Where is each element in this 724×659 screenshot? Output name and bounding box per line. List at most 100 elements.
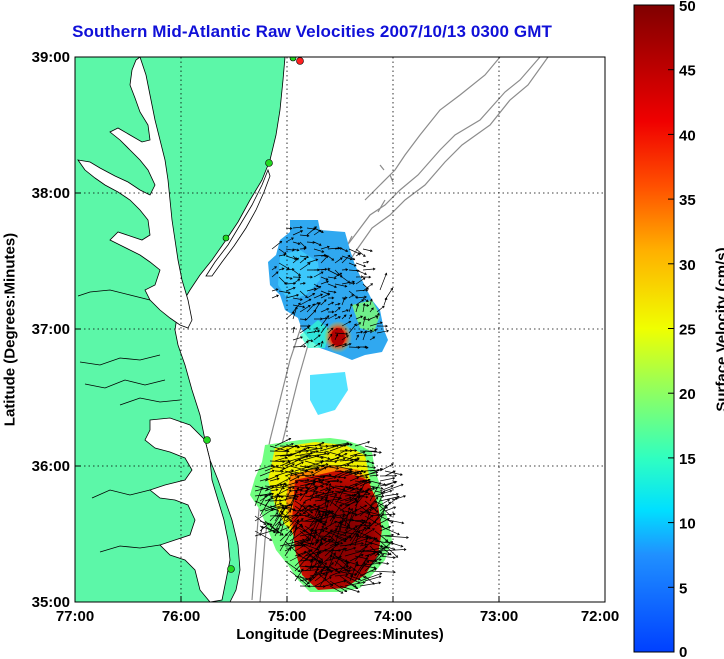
velocity-vector [334, 525, 357, 531]
velocity-vector [349, 487, 360, 492]
colorbar-tick-labels: 50 45 40 35 30 25 20 15 10 5 0 [679, 0, 696, 659]
velocity-vector [306, 309, 317, 320]
velocity-vector [384, 470, 396, 477]
velocity-vector [327, 296, 335, 300]
velocity-vector [299, 585, 326, 588]
x-axis-label: Longitude (Degrees:Minutes) [236, 626, 444, 643]
velocity-vector [374, 541, 394, 557]
velocity-vector [359, 572, 383, 582]
velocity-vector [329, 535, 352, 547]
velocity-vector [334, 457, 346, 462]
velocity-vector [313, 326, 318, 334]
velocity-vector [327, 314, 338, 320]
velocity-vector [269, 511, 279, 522]
velocity-vector [327, 343, 335, 348]
velocity-vector [313, 293, 324, 299]
velocity-vector [355, 269, 368, 276]
velocity-vector [319, 463, 329, 467]
velocity-vector [269, 477, 280, 482]
velocity-vector [319, 455, 331, 460]
velocity-vector [285, 237, 294, 243]
velocity-vector [349, 457, 360, 462]
velocity-vector [299, 234, 310, 238]
velocity-vector [284, 560, 301, 573]
velocity-vector [354, 475, 369, 479]
velocity-vector [354, 495, 369, 499]
velocity-vector [319, 510, 335, 515]
velocity-vector [313, 342, 321, 348]
velocity-vector [339, 470, 353, 477]
velocity-vector [341, 248, 349, 252]
velocity-vector [354, 561, 366, 582]
velocity-vector [278, 267, 285, 271]
velocity-vector [259, 525, 264, 537]
velocity-vector [355, 252, 362, 257]
velocity-vector [362, 267, 376, 271]
velocity-vector [285, 276, 293, 280]
velocity-vector [349, 476, 360, 482]
velocity-vector [294, 500, 314, 514]
velocity-vector [355, 322, 362, 327]
velocity-vector [355, 295, 367, 299]
velocity-vector [324, 486, 336, 492]
velocity-vector [294, 553, 312, 572]
velocity-vector [362, 318, 371, 322]
velocity-vector [299, 479, 316, 502]
velocity-vector [374, 490, 386, 512]
velocity-vector [289, 448, 307, 457]
velocity-vector [309, 558, 314, 572]
velocity-vector [362, 346, 369, 349]
velocity-vector [299, 503, 317, 517]
station-marker [296, 57, 304, 65]
grid-lines [75, 57, 605, 602]
velocity-vector [344, 484, 358, 492]
velocity-vector [362, 329, 373, 334]
velocity-vector [320, 293, 331, 299]
velocity-vector [327, 301, 335, 306]
velocity-vector [284, 458, 302, 467]
velocity-vector [279, 507, 286, 522]
velocity-vector [334, 573, 349, 577]
velocity-vector [274, 493, 279, 507]
velocity-vector [359, 480, 372, 487]
y-tick-labels: 39:00 38:00 37:00 36:00 35:00 [32, 49, 70, 611]
velocity-vector [320, 299, 327, 306]
velocity-vector [369, 551, 383, 567]
velocity-vector [319, 521, 338, 532]
velocity-vector [304, 570, 323, 587]
velocity-vector [376, 329, 390, 334]
velocity-vector [329, 500, 345, 513]
velocity-vector [341, 342, 352, 348]
velocity-vector [376, 324, 388, 328]
velocity-vector [379, 515, 394, 524]
velocity-vector [279, 495, 299, 502]
velocity-vector [329, 565, 349, 572]
velocity-vector [292, 297, 303, 301]
velocity-vector [274, 469, 295, 477]
velocity-vector [334, 307, 341, 313]
velocity-vector [339, 496, 352, 502]
velocity-vector [374, 517, 390, 527]
colorbar-tick-label: 35 [679, 192, 696, 209]
velocity-vector [324, 465, 340, 470]
velocity-vector [278, 262, 290, 270]
colorbar [633, 4, 675, 653]
velocity-vector [294, 478, 310, 482]
velocity-vector [313, 229, 322, 236]
velocity-vector [306, 303, 315, 313]
velocity-vector [279, 461, 291, 467]
velocity-vector [369, 481, 381, 502]
velocity-vector [264, 474, 279, 482]
velocity-vector [344, 449, 358, 452]
velocity-vector [329, 585, 344, 594]
velocity-vector [274, 437, 292, 447]
velocity-vector [354, 533, 360, 547]
velocity-vector [379, 548, 407, 552]
velocity-vector [344, 508, 358, 532]
velocity-vector [324, 499, 330, 517]
velocity-vector [284, 472, 294, 477]
velocity-vector [299, 318, 308, 321]
velocity-vector [344, 581, 366, 587]
colorbar-tick-label: 25 [679, 322, 696, 339]
velocity-vector [359, 526, 366, 537]
